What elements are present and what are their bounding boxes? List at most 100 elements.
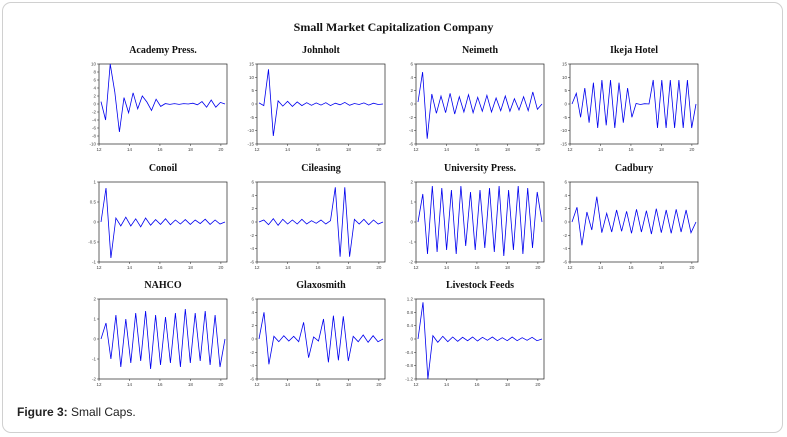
series-line — [258, 69, 384, 137]
x-tick-label: 14 — [127, 382, 133, 387]
panel-title: Ikeja Hotel — [610, 45, 658, 56]
y-tick-label: 1 — [410, 200, 413, 205]
panel-title: Academy Press. — [129, 45, 197, 56]
panel-title: Glaxosmith — [296, 280, 346, 291]
panel-academy-press: Academy Press. -10 -8 -6 -4 -2 0 2 4 6 8 10 12 14 16 18… — [89, 45, 228, 152]
caption-text: Small Caps. — [67, 405, 136, 419]
series-line — [571, 196, 697, 246]
y-tick-label: -10 — [89, 142, 96, 147]
y-tick-label: 1 — [93, 180, 96, 185]
x-tick-label: 20 — [689, 147, 695, 152]
x-tick-label: 12 — [96, 265, 102, 270]
y-tick-label: 4 — [251, 310, 254, 315]
figure-caption: Figure 3: Small Caps. — [17, 405, 136, 419]
y-tick-label: -2 — [409, 260, 413, 265]
y-tick-label: 10 — [91, 62, 97, 67]
y-tick-label: -4 — [563, 246, 567, 251]
figure-frame — [2, 2, 783, 433]
x-tick-label: 14 — [127, 147, 133, 152]
x-tick-label: 20 — [218, 265, 224, 270]
y-tick-label: -0.4 — [405, 350, 413, 355]
x-tick-label: 20 — [376, 147, 382, 152]
y-tick-label: -10 — [247, 128, 254, 133]
y-tick-label: 6 — [251, 180, 254, 185]
y-tick-label: -6 — [92, 126, 96, 131]
panel-title: University Press. — [444, 163, 517, 174]
y-tick-label: 1 — [93, 317, 96, 322]
y-tick-label: -8 — [92, 134, 96, 139]
x-tick-label: 16 — [157, 265, 163, 270]
y-tick-label: -2 — [250, 233, 254, 238]
panel-title: Conoil — [149, 163, 178, 174]
y-tick-label: 4 — [251, 193, 254, 198]
series-line — [258, 312, 384, 365]
panel-ikeja-hotel: Ikeja Hotel -15 -10 -5 0 5 10 15 12 14 16 18 20 — [560, 45, 699, 152]
y-tick-label: -1 — [92, 357, 96, 362]
x-tick-label: 20 — [218, 382, 224, 387]
x-tick-label: 16 — [474, 382, 480, 387]
y-tick-label: 4 — [564, 193, 567, 198]
y-tick-label: -1 — [409, 240, 413, 245]
y-tick-label: -6 — [250, 377, 254, 382]
x-tick-label: 12 — [567, 265, 573, 270]
x-tick-label: 18 — [188, 382, 194, 387]
x-tick-label: 14 — [598, 147, 604, 152]
x-tick-label: 20 — [218, 147, 224, 152]
x-tick-label: 14 — [598, 265, 604, 270]
series-line — [100, 187, 226, 259]
x-tick-label: 18 — [188, 265, 194, 270]
y-tick-label: -2 — [92, 110, 96, 115]
y-tick-label: 0 — [93, 102, 96, 107]
y-tick-label: 15 — [562, 62, 568, 67]
x-tick-label: 12 — [96, 147, 102, 152]
panel-title: Cileasing — [301, 163, 340, 174]
x-tick-label: 12 — [254, 382, 260, 387]
y-tick-label: 5 — [564, 88, 567, 93]
y-tick-label: 0 — [564, 220, 567, 225]
panel-title: Livestock Feeds — [446, 280, 514, 291]
y-tick-label: 8 — [93, 70, 96, 75]
series-line — [417, 302, 543, 380]
series-line — [417, 71, 543, 139]
x-tick-label: 16 — [315, 382, 321, 387]
y-tick-label: -0.8 — [405, 363, 413, 368]
x-tick-label: 18 — [505, 147, 511, 152]
x-tick-label: 18 — [505, 265, 511, 270]
x-tick-label: 18 — [346, 265, 352, 270]
y-tick-label: 4 — [93, 86, 96, 91]
y-tick-label: -4 — [250, 363, 254, 368]
y-tick-label: 0 — [251, 102, 254, 107]
x-tick-label: 18 — [346, 382, 352, 387]
y-tick-label: -5 — [563, 115, 567, 120]
y-tick-label: -15 — [247, 142, 254, 147]
y-tick-label: 0 — [93, 337, 96, 342]
x-tick-label: 14 — [285, 382, 291, 387]
y-tick-label: 0 — [564, 102, 567, 107]
x-tick-label: 14 — [444, 265, 450, 270]
panel-johnholt: Johnholt -15 -10 -5 0 5 10 15 12 14 16 18 20 — [247, 45, 386, 152]
x-tick-label: 18 — [188, 147, 194, 152]
y-tick-label: -4 — [250, 246, 254, 251]
caption-label: Figure 3: — [17, 405, 68, 419]
y-tick-label: 0 — [410, 337, 413, 342]
panel-title: NAHCO — [144, 280, 181, 291]
panel-title: Cadbury — [615, 163, 653, 174]
y-tick-label: -10 — [560, 128, 567, 133]
x-tick-label: 20 — [689, 265, 695, 270]
x-tick-label: 14 — [285, 265, 291, 270]
x-tick-label: 18 — [505, 382, 511, 387]
series-line — [571, 79, 697, 129]
y-tick-label: 0.4 — [407, 323, 414, 328]
y-tick-label: 6 — [410, 62, 413, 67]
y-tick-label: 0 — [251, 337, 254, 342]
y-tick-label: 6 — [251, 297, 254, 302]
figure-title: Small Market Capitalization Company — [293, 20, 494, 34]
y-tick-label: -4 — [409, 128, 413, 133]
y-tick-label: 10 — [249, 75, 255, 80]
y-tick-label: 2 — [251, 206, 254, 211]
y-tick-label: -0.5 — [88, 240, 96, 245]
y-tick-label: -6 — [563, 260, 567, 265]
y-tick-label: 2 — [410, 180, 413, 185]
